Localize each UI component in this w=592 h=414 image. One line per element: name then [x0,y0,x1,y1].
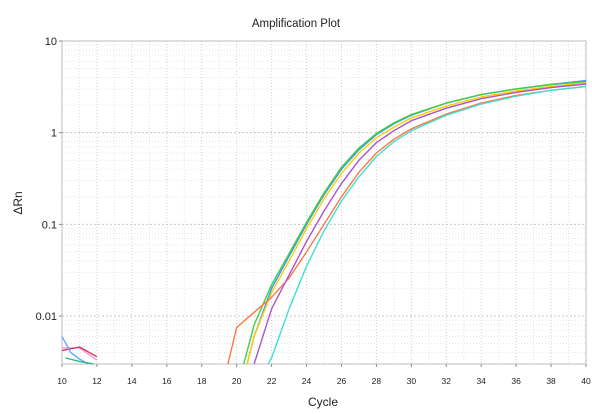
series-line-5 [253,83,587,365]
series-line-10 [65,357,94,365]
y-tick-labels: 0.01 0.1 1 10 [36,36,62,323]
series-line-3 [246,82,587,365]
y-tick-label: 0.1 [42,219,57,231]
x-tick-label: 20 [232,376,242,386]
y-tick-label: 1 [51,128,57,140]
x-tick-label: 10 [57,376,67,386]
series-line-1 [246,79,587,365]
x-tick-label: 26 [337,376,347,386]
chart-title: Amplification Plot [252,18,341,30]
plot-area [61,40,587,365]
series-line-9 [61,336,89,365]
x-tick-label: 38 [546,376,556,386]
x-tick-label: 40 [581,376,591,386]
series-line-6 [267,85,587,365]
series-line-2 [243,81,587,365]
x-tick-label: 34 [476,376,486,386]
series-line-4 [227,85,587,365]
grid [61,41,587,365]
x-tick-label: 28 [372,376,382,386]
x-tick-label: 30 [407,376,417,386]
y-tick-label: 10 [45,36,57,48]
x-tick-labels: 10 12 14 16 18 20 22 24 26 28 30 32 34 36 38 40 [57,364,591,386]
x-tick-label: 18 [197,376,207,386]
y-axis-label: ΔRn [11,191,25,214]
x-tick-label: 22 [267,376,277,386]
x-tick-label: 16 [162,376,172,386]
series-line-8 [61,346,98,358]
x-tick-label: 24 [302,376,312,386]
x-tick-label: 36 [511,376,521,386]
series-group [61,79,587,365]
x-tick-label: 12 [92,376,102,386]
x-tick-label: 14 [127,376,137,386]
x-tick-label: 32 [442,376,452,386]
y-tick-label: 0.01 [36,311,57,323]
x-axis-label: Cycle [308,395,338,409]
